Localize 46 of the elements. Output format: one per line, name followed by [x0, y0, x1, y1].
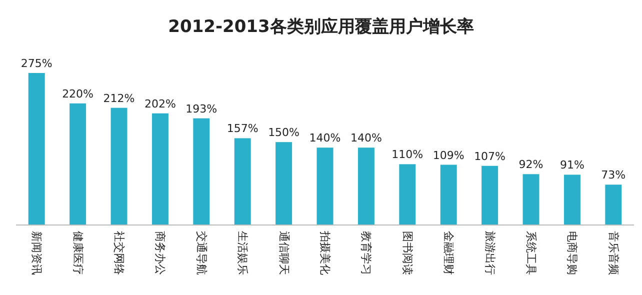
bar	[440, 164, 457, 225]
data-label: 73%	[601, 168, 626, 182]
bar	[564, 174, 580, 225]
bar	[234, 138, 251, 225]
bar	[522, 174, 540, 225]
x-tick-label: 新闻资讯	[30, 231, 44, 275]
data-label: 110%	[392, 148, 424, 162]
x-tick-label: 金融理财	[442, 231, 456, 275]
bar	[152, 113, 168, 225]
data-label: 150%	[268, 126, 300, 140]
data-label: 140%	[350, 132, 382, 145]
x-tick-label: 系统工具	[524, 231, 538, 275]
x-tick-label: 音乐音频	[606, 231, 620, 275]
data-label: 140%	[309, 132, 341, 145]
x-tick-label: 交通导航	[194, 231, 208, 275]
chart-title: 2012-2013各类别应用覆盖用户增长率	[168, 16, 474, 37]
data-label: 220%	[62, 87, 94, 100]
x-tick-label: 生活娱乐	[236, 231, 250, 275]
x-tick-label: 图书阅读	[400, 231, 414, 275]
x-tick-label: 健康医疗	[71, 231, 84, 275]
bar	[110, 108, 128, 225]
x-tick-label: 通信聊天	[277, 231, 290, 275]
bar	[276, 142, 292, 225]
bar	[399, 164, 416, 225]
x-tick-label: 电商导购	[566, 231, 579, 275]
data-label: 212%	[103, 92, 135, 105]
data-label: 157%	[226, 122, 258, 136]
bar	[70, 103, 86, 225]
x-tick-label: 社交网络	[112, 231, 126, 275]
bar	[605, 184, 622, 225]
data-label: 193%	[186, 102, 218, 116]
x-tick-label: 旅游出行	[483, 231, 496, 275]
x-tick-label: 教育学习	[360, 231, 373, 275]
data-label: 91%	[560, 158, 584, 172]
bar	[482, 166, 498, 225]
x-tick-label: 拍摄美化	[318, 230, 332, 275]
data-label: 107%	[474, 150, 506, 163]
data-label: 202%	[144, 97, 176, 110]
x-tick-label: 商务办公	[154, 231, 167, 275]
bar	[28, 73, 45, 225]
bar	[316, 148, 334, 225]
bar	[193, 118, 210, 225]
data-label: 92%	[518, 158, 544, 172]
bar	[358, 148, 374, 225]
data-label: 275%	[20, 57, 52, 70]
data-label: 109%	[432, 148, 464, 162]
